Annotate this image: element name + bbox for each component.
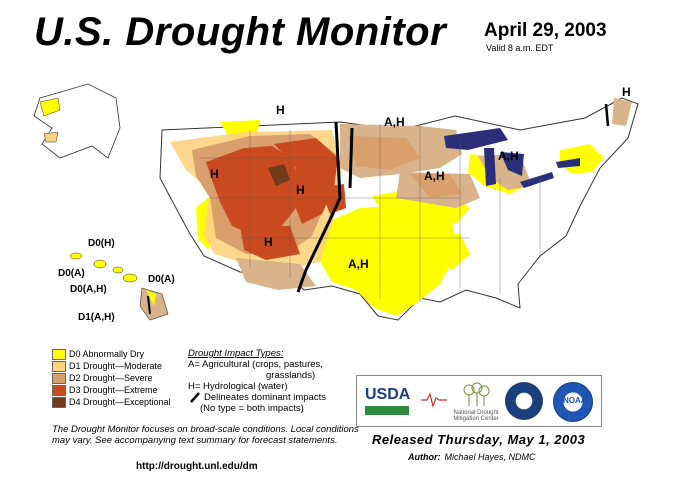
- hawaii-label-4: D0(A): [148, 274, 175, 285]
- d3-southwest: [240, 226, 300, 260]
- d1-southwest: [236, 258, 316, 290]
- map-title: U.S. Drought Monitor: [34, 10, 447, 54]
- d2-plains: [348, 136, 420, 170]
- label-h-nw: H: [276, 103, 285, 117]
- legend-swatch: [52, 396, 66, 408]
- map-date: April 29, 2003: [484, 20, 607, 41]
- lake-michigan: [484, 148, 496, 186]
- valid-time: Valid 8 a.m. EDT: [486, 43, 554, 53]
- legend-label: D1 Drought—Moderate: [69, 361, 163, 371]
- label-ah-lakes: A,H: [498, 149, 519, 163]
- noaa-logo-icon: [553, 382, 593, 422]
- impact-types: Drought Impact Types: A= Agricultural (c…: [188, 348, 326, 414]
- label-ah-north: A,H: [384, 115, 405, 129]
- legend-label: D2 Drought—Severe: [69, 373, 153, 383]
- label-h-c: H: [296, 183, 305, 197]
- agency-logos: USDA National Drought Mitigation Center …: [356, 375, 602, 427]
- ndmc-logo-text: National Drought Mitigation Center: [453, 410, 499, 422]
- delineation-line-3: [604, 103, 610, 127]
- author-label: Author:: [408, 452, 441, 462]
- d2-midwest: [410, 174, 462, 198]
- legend-item: D3 Drought—Extreme: [52, 384, 171, 396]
- delineation-line-1: [296, 121, 342, 293]
- label-h-w: H: [210, 167, 219, 181]
- legend-item: D1 Drought—Moderate: [52, 360, 171, 372]
- label-ah-south: A,H: [348, 257, 369, 271]
- lake-erie: [520, 172, 554, 188]
- d1-maine: [612, 98, 632, 126]
- impact-delineates-row: Delineates dominant impacts: [188, 392, 326, 403]
- hawaii-label-1: D0(H): [88, 238, 115, 249]
- legend-item: D2 Drought—Severe: [52, 372, 171, 384]
- alaska-d0: [39, 97, 61, 117]
- usda-logo-bar: [365, 406, 409, 415]
- legend-swatch: [52, 348, 66, 360]
- impact-agricultural-cont: grasslands): [266, 370, 316, 381]
- lake-huron: [500, 152, 524, 176]
- website-link[interactable]: http://drought.unl.edu/dm: [136, 461, 258, 472]
- label-h-maine: H: [622, 85, 631, 99]
- d4-utah: [268, 164, 290, 186]
- delineation-line-2: [348, 127, 354, 189]
- label-ah-mid: A,H: [424, 169, 445, 183]
- ndmc-tree-icon: [463, 382, 490, 406]
- alaska-d1: [43, 131, 59, 143]
- impact-agricultural: A= Agricultural (crops, pastures,: [188, 359, 323, 370]
- noaa-logo-text: NOAA: [563, 396, 587, 405]
- ndmc-graph-icon: [421, 392, 447, 409]
- usda-logo: USDA: [365, 386, 411, 403]
- hawaii-label-3: D0(A,H): [70, 284, 107, 295]
- delineation-line-icon: [190, 392, 200, 403]
- legend-swatch: [52, 372, 66, 384]
- legend-label: D3 Drought—Extreme: [69, 385, 158, 395]
- label-h-sw: H: [264, 235, 273, 249]
- legend-label: D0 Abnormally Dry: [69, 349, 145, 359]
- legend-item: D4 Drought—Exceptional: [52, 396, 171, 408]
- impact-hydrological: H= Hydrological (water): [188, 381, 288, 392]
- impact-no-type: (No type = both impacts): [200, 403, 304, 414]
- author-line: Author: Michael Hayes, NDMC: [408, 452, 536, 462]
- author-name: Michael Hayes, NDMC: [444, 452, 536, 462]
- alaska-shape: [33, 83, 121, 159]
- impact-delineates: Delineates dominant impacts: [204, 392, 326, 403]
- release-date: Released Thursday, May 1, 2003: [372, 432, 586, 447]
- legend-item: D0 Abnormally Dry: [52, 348, 171, 360]
- legend-swatch: [52, 360, 66, 372]
- legend: D0 Abnormally Dry D1 Drought—Moderate D2 D…: [52, 348, 171, 408]
- impact-heading: Drought Impact Types:: [188, 348, 284, 359]
- legend-label: D4 Drought—Exceptional: [69, 397, 171, 407]
- hawaii-label-2: D0(A): [58, 268, 85, 279]
- hawaii-label-5: D1(A,H): [78, 312, 115, 323]
- d0-southern-plains: [318, 204, 456, 316]
- hawaii-islands: [69, 252, 169, 321]
- focus-note: The Drought Monitor focuses on broad-sca…: [52, 424, 359, 446]
- doc-seal-icon: [505, 382, 543, 420]
- legend-swatch: [52, 384, 66, 396]
- lake-ontario: [556, 158, 580, 168]
- drought-map: H H H H A,H A,H A,H A,H H D0(H) D0(A) D0…: [0, 58, 675, 348]
